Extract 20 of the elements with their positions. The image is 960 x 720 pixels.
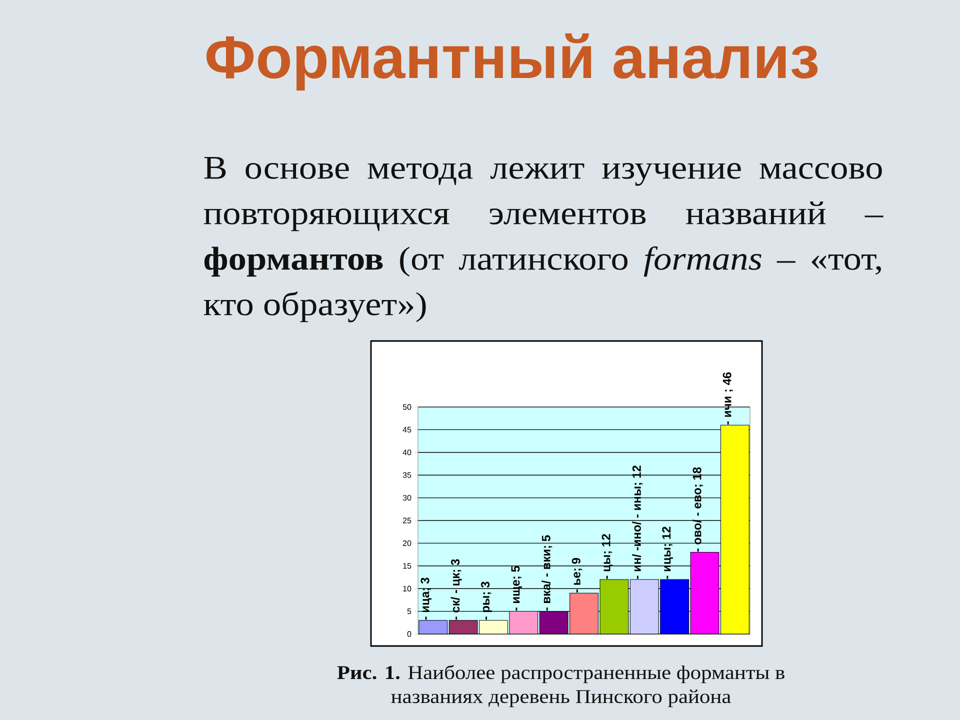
y-tick-label: 0 [407,631,412,637]
y-tick-label: 25 [402,518,412,524]
data-label: - ичи ; 46 [722,372,734,424]
data-label: - ово/ - ево; 18 [692,467,704,552]
text: В основе метода лежит изучение массово повторяющихся элементов названий – формантов (от латинского formans – «тот, кто образует») [204,156,884,322]
data-label: - ье; 9 [572,558,582,592]
data-label: - ицы; 12 [662,526,673,579]
y-tick-label: 30 [402,494,412,501]
y-tick-label: 35 [402,472,412,478]
y-tick-label: 20 [402,540,412,546]
y-tick-label: 15 [403,563,412,569]
y-tick-label: 10 [403,586,412,592]
y-tick-label: 45 [402,426,412,432]
y-tick-label: 5 [407,608,412,614]
data-label: - вка/ - вки; 5 [542,535,552,611]
y-tick-label: 50 [402,404,412,410]
y-tick-label: 40 [402,450,412,456]
text: Рис. 1. Наиболее распространенные форманты в названиях деревень Пинского района [337,665,784,708]
data-label: - ище; 5 [511,566,522,611]
chart-title: Формантный анализ [206,33,818,90]
